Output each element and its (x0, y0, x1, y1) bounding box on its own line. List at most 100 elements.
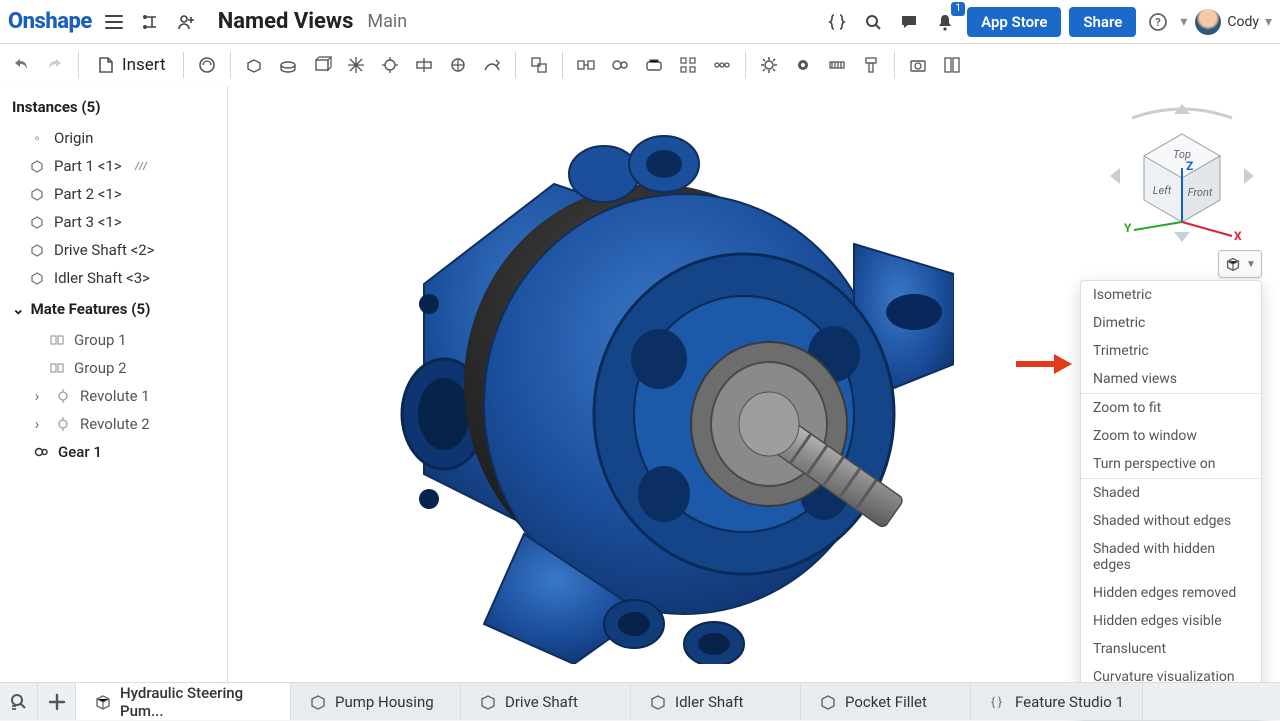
exploded-view-icon[interactable] (937, 50, 967, 80)
notifications-icon[interactable]: 1 (931, 8, 959, 36)
view-menu-item[interactable]: Shaded with hidden edges (1081, 535, 1261, 579)
svg-text:Y: Y (1124, 221, 1132, 235)
insert-button[interactable]: Insert (87, 49, 175, 81)
tree-instance-item[interactable]: Part 3 <1> (0, 208, 227, 236)
tab-list-icon[interactable] (0, 683, 38, 720)
screw-icon[interactable] (856, 50, 886, 80)
help-icon[interactable]: ? (1144, 8, 1172, 36)
chevron-down-icon: ⌄ (12, 300, 25, 318)
insert-label: Insert (122, 55, 166, 75)
chevron-right-icon: › (28, 387, 46, 405)
sketch-icon[interactable] (192, 50, 222, 80)
view-menu-item[interactable]: Dimetric (1081, 309, 1261, 337)
pattern-icon[interactable] (673, 50, 703, 80)
gear-relation-icon[interactable] (605, 50, 635, 80)
chevron-right-icon: › (28, 415, 46, 433)
snapshot-icon[interactable] (903, 50, 933, 80)
svg-text:Z: Z (1186, 159, 1193, 173)
mate-icon (48, 360, 66, 376)
tree-instance-item[interactable]: Part 1 <1> (0, 152, 227, 180)
tree-mate-item[interactable]: Gear 1 (0, 438, 227, 466)
revolute-mate-icon[interactable] (375, 50, 405, 80)
undo-icon[interactable] (6, 50, 36, 80)
add-person-icon[interactable] (172, 8, 200, 36)
document-tab[interactable]: Pump Housing (291, 683, 461, 720)
view-mode-button[interactable]: ▼ (1218, 250, 1262, 278)
svg-text:X: X (1234, 229, 1242, 243)
tree-mate-item[interactable]: Group 1 (0, 326, 227, 354)
svg-text:Front: Front (1188, 186, 1213, 199)
tree-mate-item[interactable]: Group 2 (0, 354, 227, 382)
gear2-icon[interactable] (788, 50, 818, 80)
view-menu-item[interactable]: Isometric (1081, 281, 1261, 309)
view-menu-item[interactable]: Zoom to window (1081, 422, 1261, 450)
tree-mate-item[interactable]: ›Revolute 2 (0, 410, 227, 438)
avatar (1195, 9, 1221, 35)
annotation-arrow (1014, 352, 1074, 376)
document-tab[interactable]: Hydraulic Steering Pum... (76, 683, 291, 720)
braces-icon[interactable] (823, 8, 851, 36)
extrude-icon[interactable] (239, 50, 269, 80)
tree-instance-item[interactable]: Drive Shaft <2> (0, 236, 227, 264)
document-tab[interactable]: Pocket Fillet (801, 683, 971, 720)
view-menu-item[interactable]: Turn perspective on (1081, 450, 1261, 478)
sweep-icon[interactable] (307, 50, 337, 80)
chevron-down-icon: ▼ (1246, 259, 1256, 270)
view-menu: IsometricDimetricTrimetricNamed viewsZoo… (1080, 280, 1262, 721)
tree-mate-item[interactable]: ›Revolute 1 (0, 382, 227, 410)
slider-mate-icon[interactable] (409, 50, 439, 80)
part-icon (28, 270, 46, 286)
model-preview (314, 104, 954, 664)
chat-icon[interactable] (895, 8, 923, 36)
tree-instance-item[interactable]: Idler Shaft <3> (0, 264, 227, 292)
share-button[interactable]: Share (1069, 7, 1136, 37)
svg-text:{ }: { } (991, 695, 1002, 709)
rack-icon[interactable] (822, 50, 852, 80)
view-menu-item[interactable]: Trimetric (1081, 337, 1261, 365)
document-tab[interactable]: Idler Shaft (631, 683, 801, 720)
replicate-icon[interactable] (639, 50, 669, 80)
view-cube[interactable]: Top Front Left Z X Y (1102, 98, 1262, 248)
origin-icon: ◦ (28, 129, 46, 147)
relation-icon[interactable] (571, 50, 601, 80)
part-icon (28, 158, 46, 174)
view-menu-item[interactable]: Hidden edges removed (1081, 579, 1261, 607)
instances-header[interactable]: Instances (5) (0, 90, 227, 124)
mate-icon (32, 444, 50, 460)
group-icon[interactable] (524, 50, 554, 80)
tree-origin[interactable]: ◦ Origin (0, 124, 227, 152)
menu-icon[interactable] (100, 8, 128, 36)
app-store-button[interactable]: App Store (967, 7, 1061, 37)
tangent-mate-icon[interactable] (477, 50, 507, 80)
document-title[interactable]: Named Views (218, 9, 354, 34)
tab-icon (649, 693, 667, 711)
mate-icon (54, 416, 72, 432)
tree-config-icon[interactable] (136, 8, 164, 36)
svg-text:?: ? (1156, 16, 1162, 29)
tree-instance-item[interactable]: Part 2 <1> (0, 180, 227, 208)
search-icon[interactable] (859, 8, 887, 36)
mate-icon (48, 332, 66, 348)
view-menu-item[interactable]: Zoom to fit (1081, 394, 1261, 422)
brand-logo[interactable]: Onshape (8, 9, 92, 34)
view-menu-item[interactable]: Translucent (1081, 635, 1261, 663)
user-menu[interactable]: Cody ▾ (1195, 9, 1272, 35)
part-icon (28, 214, 46, 230)
planar-mate-icon[interactable] (443, 50, 473, 80)
tab-bar: Hydraulic Steering Pum...Pump HousingDri… (0, 682, 1280, 720)
gear-icon[interactable] (754, 50, 784, 80)
tab-icon (94, 693, 112, 711)
tab-icon (819, 693, 837, 711)
view-menu-item[interactable]: Named views (1081, 365, 1261, 393)
document-tab[interactable]: { }Feature Studio 1 (971, 683, 1143, 720)
linear-pattern-icon[interactable] (707, 50, 737, 80)
view-menu-item[interactable]: Shaded without edges (1081, 507, 1261, 535)
add-tab-icon[interactable] (38, 683, 76, 720)
redo-icon[interactable] (40, 50, 70, 80)
view-menu-item[interactable]: Shaded (1081, 479, 1261, 507)
document-tab[interactable]: Drive Shaft (461, 683, 631, 720)
view-menu-item[interactable]: Hidden edges visible (1081, 607, 1261, 635)
revolve-icon[interactable] (273, 50, 303, 80)
mate-features-header[interactable]: ⌄ Mate Features (5) (0, 292, 227, 326)
fastened-mate-icon[interactable] (341, 50, 371, 80)
